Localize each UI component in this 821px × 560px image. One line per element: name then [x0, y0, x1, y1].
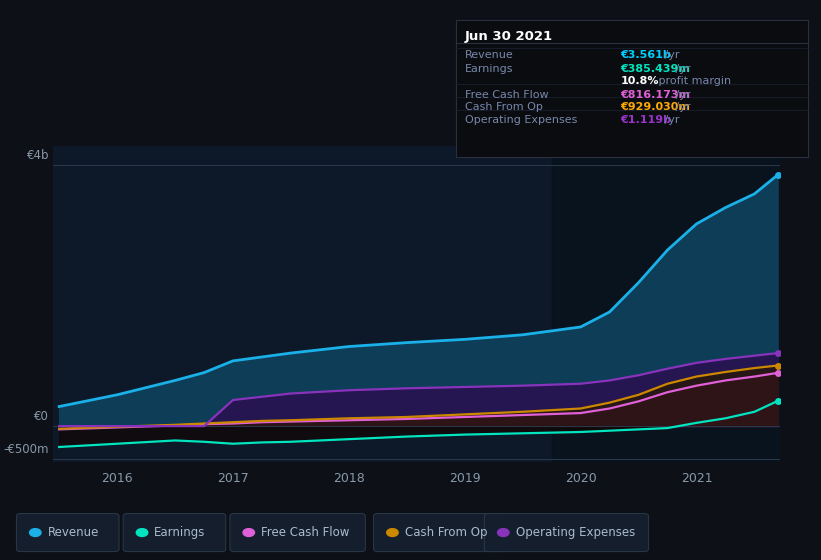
Text: /yr: /yr: [661, 50, 680, 60]
Text: €0: €0: [34, 410, 49, 423]
Text: Free Cash Flow: Free Cash Flow: [261, 526, 350, 539]
Text: Operating Expenses: Operating Expenses: [465, 115, 577, 125]
Text: €816.173m: €816.173m: [621, 90, 690, 100]
Text: €929.030m: €929.030m: [621, 102, 690, 113]
Text: /yr: /yr: [672, 64, 691, 74]
Text: Operating Expenses: Operating Expenses: [516, 526, 635, 539]
Text: /yr: /yr: [672, 102, 691, 113]
Text: Earnings: Earnings: [154, 526, 206, 539]
Bar: [552, 146, 783, 462]
Text: Cash From Op: Cash From Op: [405, 526, 487, 539]
Text: €385.439m: €385.439m: [621, 64, 690, 74]
Text: /yr: /yr: [661, 115, 680, 125]
Text: Revenue: Revenue: [465, 50, 513, 60]
Text: Cash From Op: Cash From Op: [465, 102, 543, 113]
Text: €1.119b: €1.119b: [621, 115, 672, 125]
Text: /yr: /yr: [672, 90, 691, 100]
Text: €3.561b: €3.561b: [621, 50, 672, 60]
Text: Free Cash Flow: Free Cash Flow: [465, 90, 548, 100]
Text: Revenue: Revenue: [48, 526, 99, 539]
Text: profit margin: profit margin: [655, 76, 732, 86]
Text: -€500m: -€500m: [4, 443, 49, 456]
Text: 10.8%: 10.8%: [621, 76, 659, 86]
Text: €4b: €4b: [27, 150, 49, 162]
Text: Jun 30 2021: Jun 30 2021: [465, 30, 553, 43]
Text: Earnings: Earnings: [465, 64, 513, 74]
